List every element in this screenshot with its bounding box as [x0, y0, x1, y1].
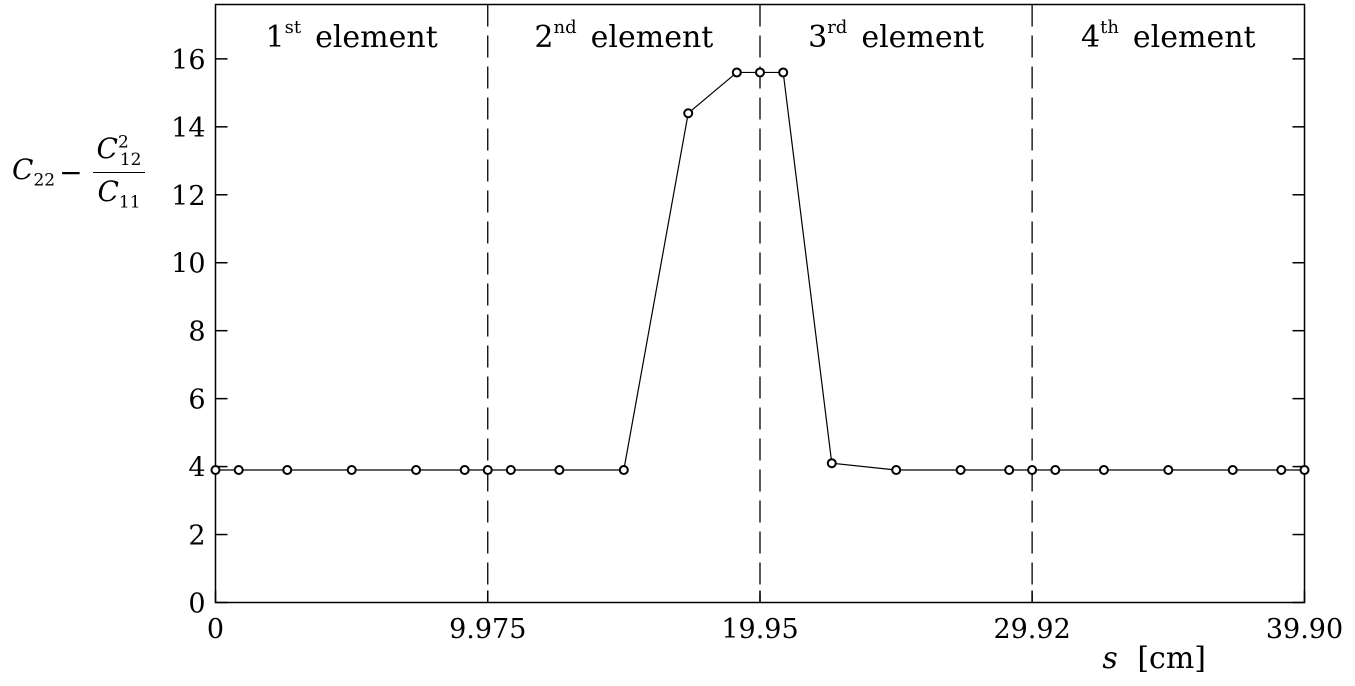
data-point [505, 464, 516, 475]
data-point [482, 464, 493, 475]
series-group [210, 67, 1310, 475]
x-tick-label: 9.975 [449, 614, 526, 645]
data-point [778, 67, 789, 78]
y-label-denominator: C11 [97, 174, 141, 213]
y-tick-label: 14 [171, 113, 205, 144]
element-boundaries [487, 4, 1033, 603]
x-tick-label: 29.92 [993, 614, 1070, 645]
x-axis-label: s [cm] [1102, 641, 1206, 676]
x-tick-label: 19.95 [721, 614, 798, 645]
y-tick-label: 12 [171, 181, 205, 212]
y-label-minus: − [59, 155, 83, 189]
y-tick-label: 4 [188, 453, 205, 484]
data-point [1004, 464, 1015, 475]
data-point [1276, 464, 1287, 475]
region-label: 3rd element [808, 17, 984, 55]
x-tick-label: 39.90 [1266, 614, 1343, 645]
data-point [618, 464, 629, 475]
region-label: 1st element [265, 17, 437, 55]
y-label-c22: C22 [12, 153, 56, 191]
region-label: 2nd element [534, 17, 713, 55]
x-axis-symbol: s [1102, 641, 1117, 676]
y-tick-label: 6 [188, 385, 205, 416]
y-tick-label: 2 [188, 521, 205, 552]
region-labels: 1st element 2nd element 3rd element 4th element [265, 17, 1255, 55]
y-tick-label: 8 [188, 317, 205, 348]
data-point [554, 464, 565, 475]
data-point [683, 108, 694, 119]
y-tick-label: 0 [188, 589, 205, 620]
data-point [891, 464, 902, 475]
data-point [459, 464, 470, 475]
data-point [755, 67, 765, 78]
y-axis-ticks: 0 2 4 6 8 10 12 14 16 [171, 45, 1305, 620]
data-point [1027, 464, 1038, 475]
x-tick-label: 0 [207, 614, 224, 645]
y-tick-label: 10 [171, 249, 205, 280]
region-label: 4th element [1081, 17, 1256, 55]
data-point [411, 464, 422, 475]
x-axis-unit: [cm] [1137, 641, 1206, 676]
data-point [731, 67, 742, 78]
x-axis-ticks: 0 9.975 19.95 29.92 39.90 [207, 590, 1343, 645]
y-tick-label: 16 [171, 45, 205, 76]
data-point [1227, 464, 1238, 475]
y-axis-label: C22 − C212 C11 [12, 132, 146, 213]
data-point [1163, 464, 1174, 475]
data-point [233, 464, 244, 475]
y-label-numerator: C212 [92, 132, 146, 173]
data-point [1098, 464, 1109, 475]
data-point [346, 464, 357, 475]
data-point [282, 464, 293, 475]
data-point [210, 464, 221, 475]
data-point [955, 464, 966, 475]
data-point [1299, 464, 1310, 475]
data-point [1050, 464, 1061, 475]
data-point [826, 458, 837, 469]
y-label-fraction: C212 C11 [92, 132, 146, 213]
